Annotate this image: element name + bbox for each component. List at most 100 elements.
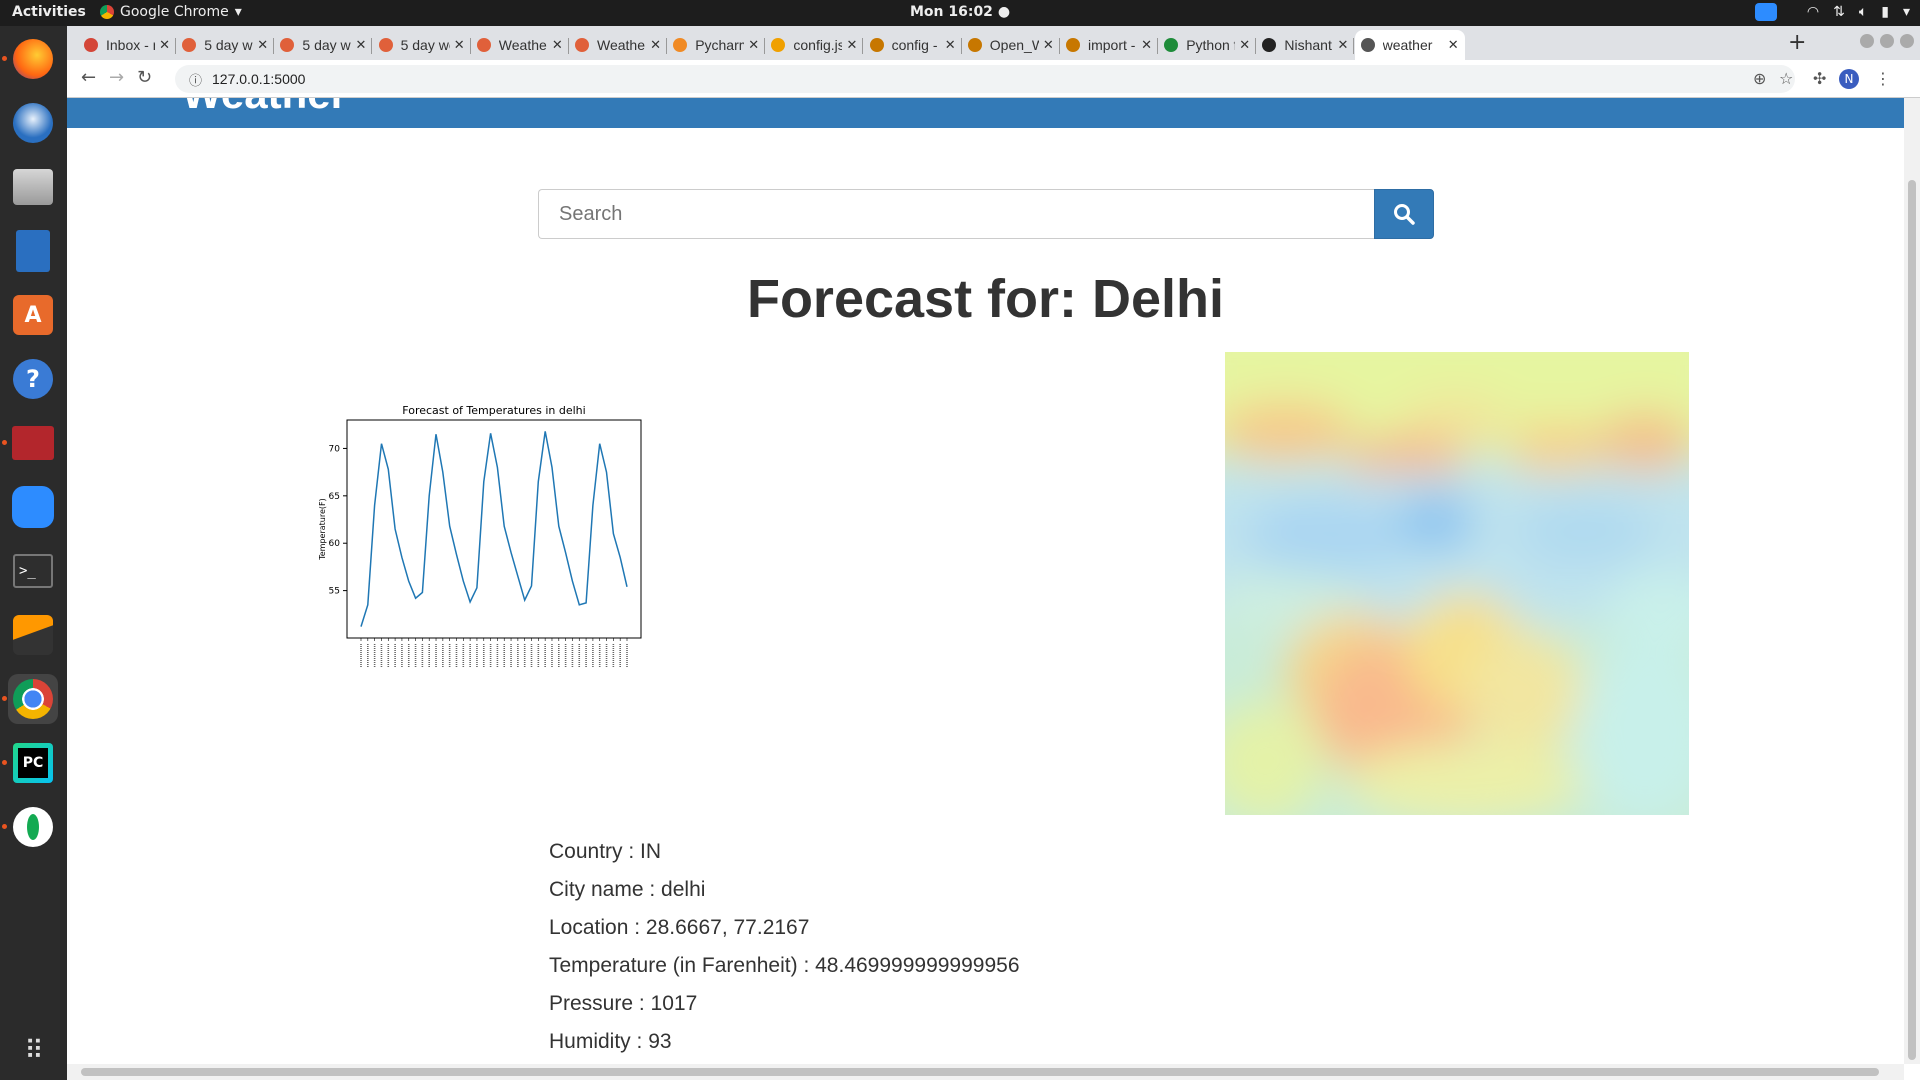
detail-row: Country : IN [549, 833, 1020, 871]
browser-tab[interactable]: import - ✕ [1060, 30, 1158, 60]
tab-separator [567, 38, 569, 54]
terminal-icon[interactable]: >_ [8, 546, 58, 596]
tab-label: Open_W [989, 37, 1039, 53]
tab-close-icon[interactable]: ✕ [1042, 37, 1054, 52]
new-tab-button[interactable]: + [1788, 30, 1807, 55]
browser-tab[interactable]: config.js ✕ [765, 30, 864, 60]
wifi-icon[interactable]: ◠ [1806, 4, 1820, 20]
tab-close-icon[interactable]: ✕ [355, 37, 367, 52]
tab-close-icon[interactable]: ✕ [1141, 37, 1152, 52]
y-tick-label: 65 [329, 492, 340, 502]
browser-tab[interactable]: Nishant ✕ [1256, 30, 1355, 60]
detail-separator: : [643, 878, 662, 901]
network-icon[interactable]: ⇅ [1833, 4, 1845, 20]
chrome-icon[interactable] [8, 674, 58, 724]
browser-tab[interactable]: weather ✕ [1354, 30, 1465, 60]
horizontal-scrollbar[interactable] [67, 1064, 1904, 1080]
browser-tab[interactable]: 5 day we✕ [176, 30, 275, 60]
kebab-menu-icon[interactable]: ⋮ [1875, 69, 1891, 88]
vertical-scrollbar-thumb[interactable] [1908, 180, 1916, 1060]
tab-separator [960, 38, 962, 54]
zoom-icon[interactable] [8, 482, 58, 532]
detail-label: Humidity [549, 1030, 631, 1053]
thunderbird-icon[interactable] [8, 98, 58, 148]
navbar-brand[interactable]: Weather [182, 98, 347, 118]
running-indicator [2, 760, 7, 765]
app-red-icon[interactable] [8, 418, 58, 468]
close-window-button[interactable] [1900, 34, 1914, 48]
activities-button[interactable]: Activities [12, 4, 86, 20]
pycharm-icon[interactable]: PC [8, 738, 58, 788]
vertical-scrollbar[interactable] [1904, 98, 1920, 1064]
tab-close-icon[interactable]: ✕ [159, 37, 170, 52]
address-bar[interactable]: ⓘ 127.0.0.1:5000 [175, 65, 1795, 93]
tab-label: weather [1382, 37, 1433, 53]
maximize-button[interactable] [1880, 34, 1894, 48]
extensions-puzzle-icon[interactable]: ✣ [1813, 69, 1827, 88]
tab-close-icon[interactable]: ✕ [944, 37, 956, 52]
tab-close-icon[interactable]: ✕ [551, 37, 563, 52]
profile-avatar[interactable]: N [1839, 69, 1859, 89]
browser-tab[interactable]: 5 day we✕ [274, 30, 373, 60]
tab-close-icon[interactable]: ✕ [650, 37, 661, 52]
mongodb-icon[interactable] [8, 802, 58, 852]
tab-close-icon[interactable]: ✕ [257, 37, 269, 52]
back-arrow-icon[interactable]: ← [81, 67, 97, 88]
window-controls [1860, 34, 1914, 48]
zoom-icon[interactable]: ⊕ [1753, 69, 1767, 88]
tab-separator [666, 38, 667, 54]
clock[interactable]: Mon 16:02 [909, 4, 993, 20]
browser-tab[interactable]: config - ✕ [864, 30, 962, 60]
tab-favicon-icon [84, 38, 98, 52]
browser-tab[interactable]: Python f ✕ [1158, 30, 1257, 60]
tab-close-icon[interactable]: ✕ [1447, 37, 1459, 52]
browser-tab[interactable]: 5 day we✕ [373, 30, 471, 60]
tab-close-icon[interactable]: ✕ [1239, 37, 1251, 52]
forward-arrow-icon[interactable]: → [109, 67, 125, 88]
files-icon[interactable] [8, 162, 58, 212]
tab-favicon-icon [378, 38, 393, 52]
app-menu-label: Google Chrome [120, 4, 229, 20]
browser-tab[interactable]: Inbox - n ✕ [78, 30, 176, 60]
bookmark-star-icon[interactable]: ☆ [1779, 69, 1794, 88]
writer-icon[interactable] [8, 226, 58, 276]
tab-close-icon[interactable]: ✕ [1337, 37, 1349, 52]
caret-down-icon[interactable]: ▾ [1902, 4, 1910, 20]
minimize-button[interactable] [1860, 34, 1874, 48]
search-icon [1394, 204, 1415, 225]
detail-row: City name : delhi [549, 871, 1020, 909]
horizontal-scrollbar-thumb[interactable] [81, 1068, 1879, 1076]
tab-close-icon[interactable]: ✕ [846, 37, 858, 52]
tab-close-icon[interactable]: ✕ [453, 37, 465, 52]
tab-close-icon[interactable]: ✕ [748, 37, 760, 52]
tab-label: Nishant [1284, 37, 1332, 53]
search-button[interactable] [1374, 189, 1434, 239]
battery-icon[interactable]: ▮ [1881, 4, 1889, 20]
detail-separator: : [622, 840, 641, 863]
system-tray[interactable]: ◠ ⇅ 🔈︎ ▮ ▾ [1754, 3, 1910, 21]
volume-icon[interactable]: 🔈︎ [1858, 4, 1868, 20]
tab-favicon-icon [1262, 38, 1277, 52]
show-apps-grid-icon[interactable]: ⠿ [24, 1036, 43, 1066]
detail-row: Location : 28.6667, 77.2167 [549, 909, 1020, 947]
navbar: Weather [67, 98, 1904, 128]
search-input[interactable] [538, 189, 1374, 239]
help-icon[interactable]: ? [8, 354, 58, 404]
browser-tab[interactable]: Pycharm ✕ [667, 30, 766, 60]
browser-tab[interactable]: Open_W ✕ [962, 30, 1060, 60]
temperature-chart: Forecast of Temperatures in delhi 55 60 65 7… [299, 360, 719, 720]
tab-label: Pycharm [695, 37, 744, 53]
weather-details: Country : IN City name : delhi Location : … [549, 833, 1020, 1061]
tab-favicon-icon [1360, 38, 1375, 52]
browser-tab[interactable]: Weathe ✕ [569, 30, 667, 60]
app-menu[interactable]: Google Chrome ▾ [100, 4, 242, 20]
tab-favicon-icon [280, 38, 295, 52]
notification-dot-icon: ● [997, 4, 1011, 20]
firefox-icon[interactable] [8, 34, 58, 84]
info-icon[interactable]: ⓘ [189, 72, 203, 88]
browser-tab[interactable]: Weathe ✕ [471, 30, 569, 60]
zoom-tray-icon[interactable] [1754, 3, 1777, 21]
sublime-icon[interactable] [8, 610, 58, 660]
reload-icon[interactable]: ↻ [137, 67, 153, 88]
software-icon[interactable]: A [8, 290, 58, 340]
